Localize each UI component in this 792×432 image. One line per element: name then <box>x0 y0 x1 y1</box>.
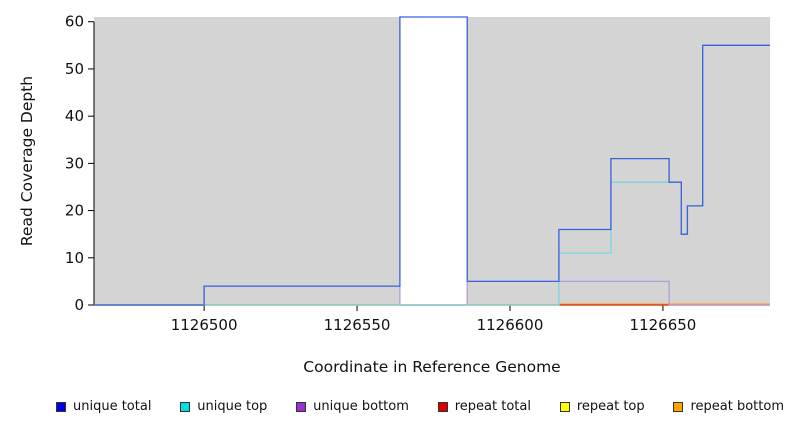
y-tick-label: 0 <box>74 296 84 314</box>
legend-swatch-repeat-bottom <box>673 401 684 412</box>
legend-label: unique top <box>197 399 268 414</box>
y-tick-label: 50 <box>65 60 84 78</box>
y-tick-label: 60 <box>65 13 84 31</box>
legend-item-unique-total: unique total <box>56 399 151 414</box>
legend-swatch-unique-top <box>180 401 191 412</box>
legend-label: unique bottom <box>313 399 409 414</box>
legend-item-unique-top: unique top <box>180 399 267 414</box>
legend-label: repeat total <box>454 399 531 414</box>
mask-region <box>399 17 468 305</box>
coverage-plot: 0 10 20 30 40 50 60 1126500 1126550 1126600 112665… <box>65 13 770 334</box>
legend-item-repeat-total: repeat total <box>437 399 531 414</box>
x-tick-label: 1126600 <box>477 316 544 334</box>
series-unique-total <box>94 16 770 306</box>
legend-label: unique total <box>73 399 152 414</box>
x-tick-label: 1126650 <box>630 316 697 334</box>
legend: unique total unique top unique bottom repea… <box>0 399 792 414</box>
y-tick-label: 20 <box>65 202 84 220</box>
legend-swatch-repeat-top <box>559 401 570 412</box>
y-axis-label: Read Coverage Depth <box>18 75 36 247</box>
legend-swatch-unique-total <box>56 401 66 412</box>
y-tick-label: 10 <box>65 249 84 267</box>
x-tick-label: 1126500 <box>171 316 238 334</box>
x-axis-label: Coordinate in Reference Genome <box>303 358 561 376</box>
legend-swatch-repeat-total <box>437 401 448 412</box>
legend-label: repeat top <box>576 399 645 414</box>
y-tick-label: 40 <box>65 107 84 125</box>
legend-item-repeat-top: repeat top <box>559 399 645 414</box>
legend-item-unique-bottom: unique bottom <box>296 399 409 414</box>
x-tick-label: 1126550 <box>324 316 391 334</box>
legend-item-repeat-bottom: repeat bottom <box>673 399 784 414</box>
legend-label: repeat bottom <box>690 399 784 414</box>
legend-swatch-unique-bottom <box>296 401 307 412</box>
y-tick-label: 30 <box>65 154 84 172</box>
